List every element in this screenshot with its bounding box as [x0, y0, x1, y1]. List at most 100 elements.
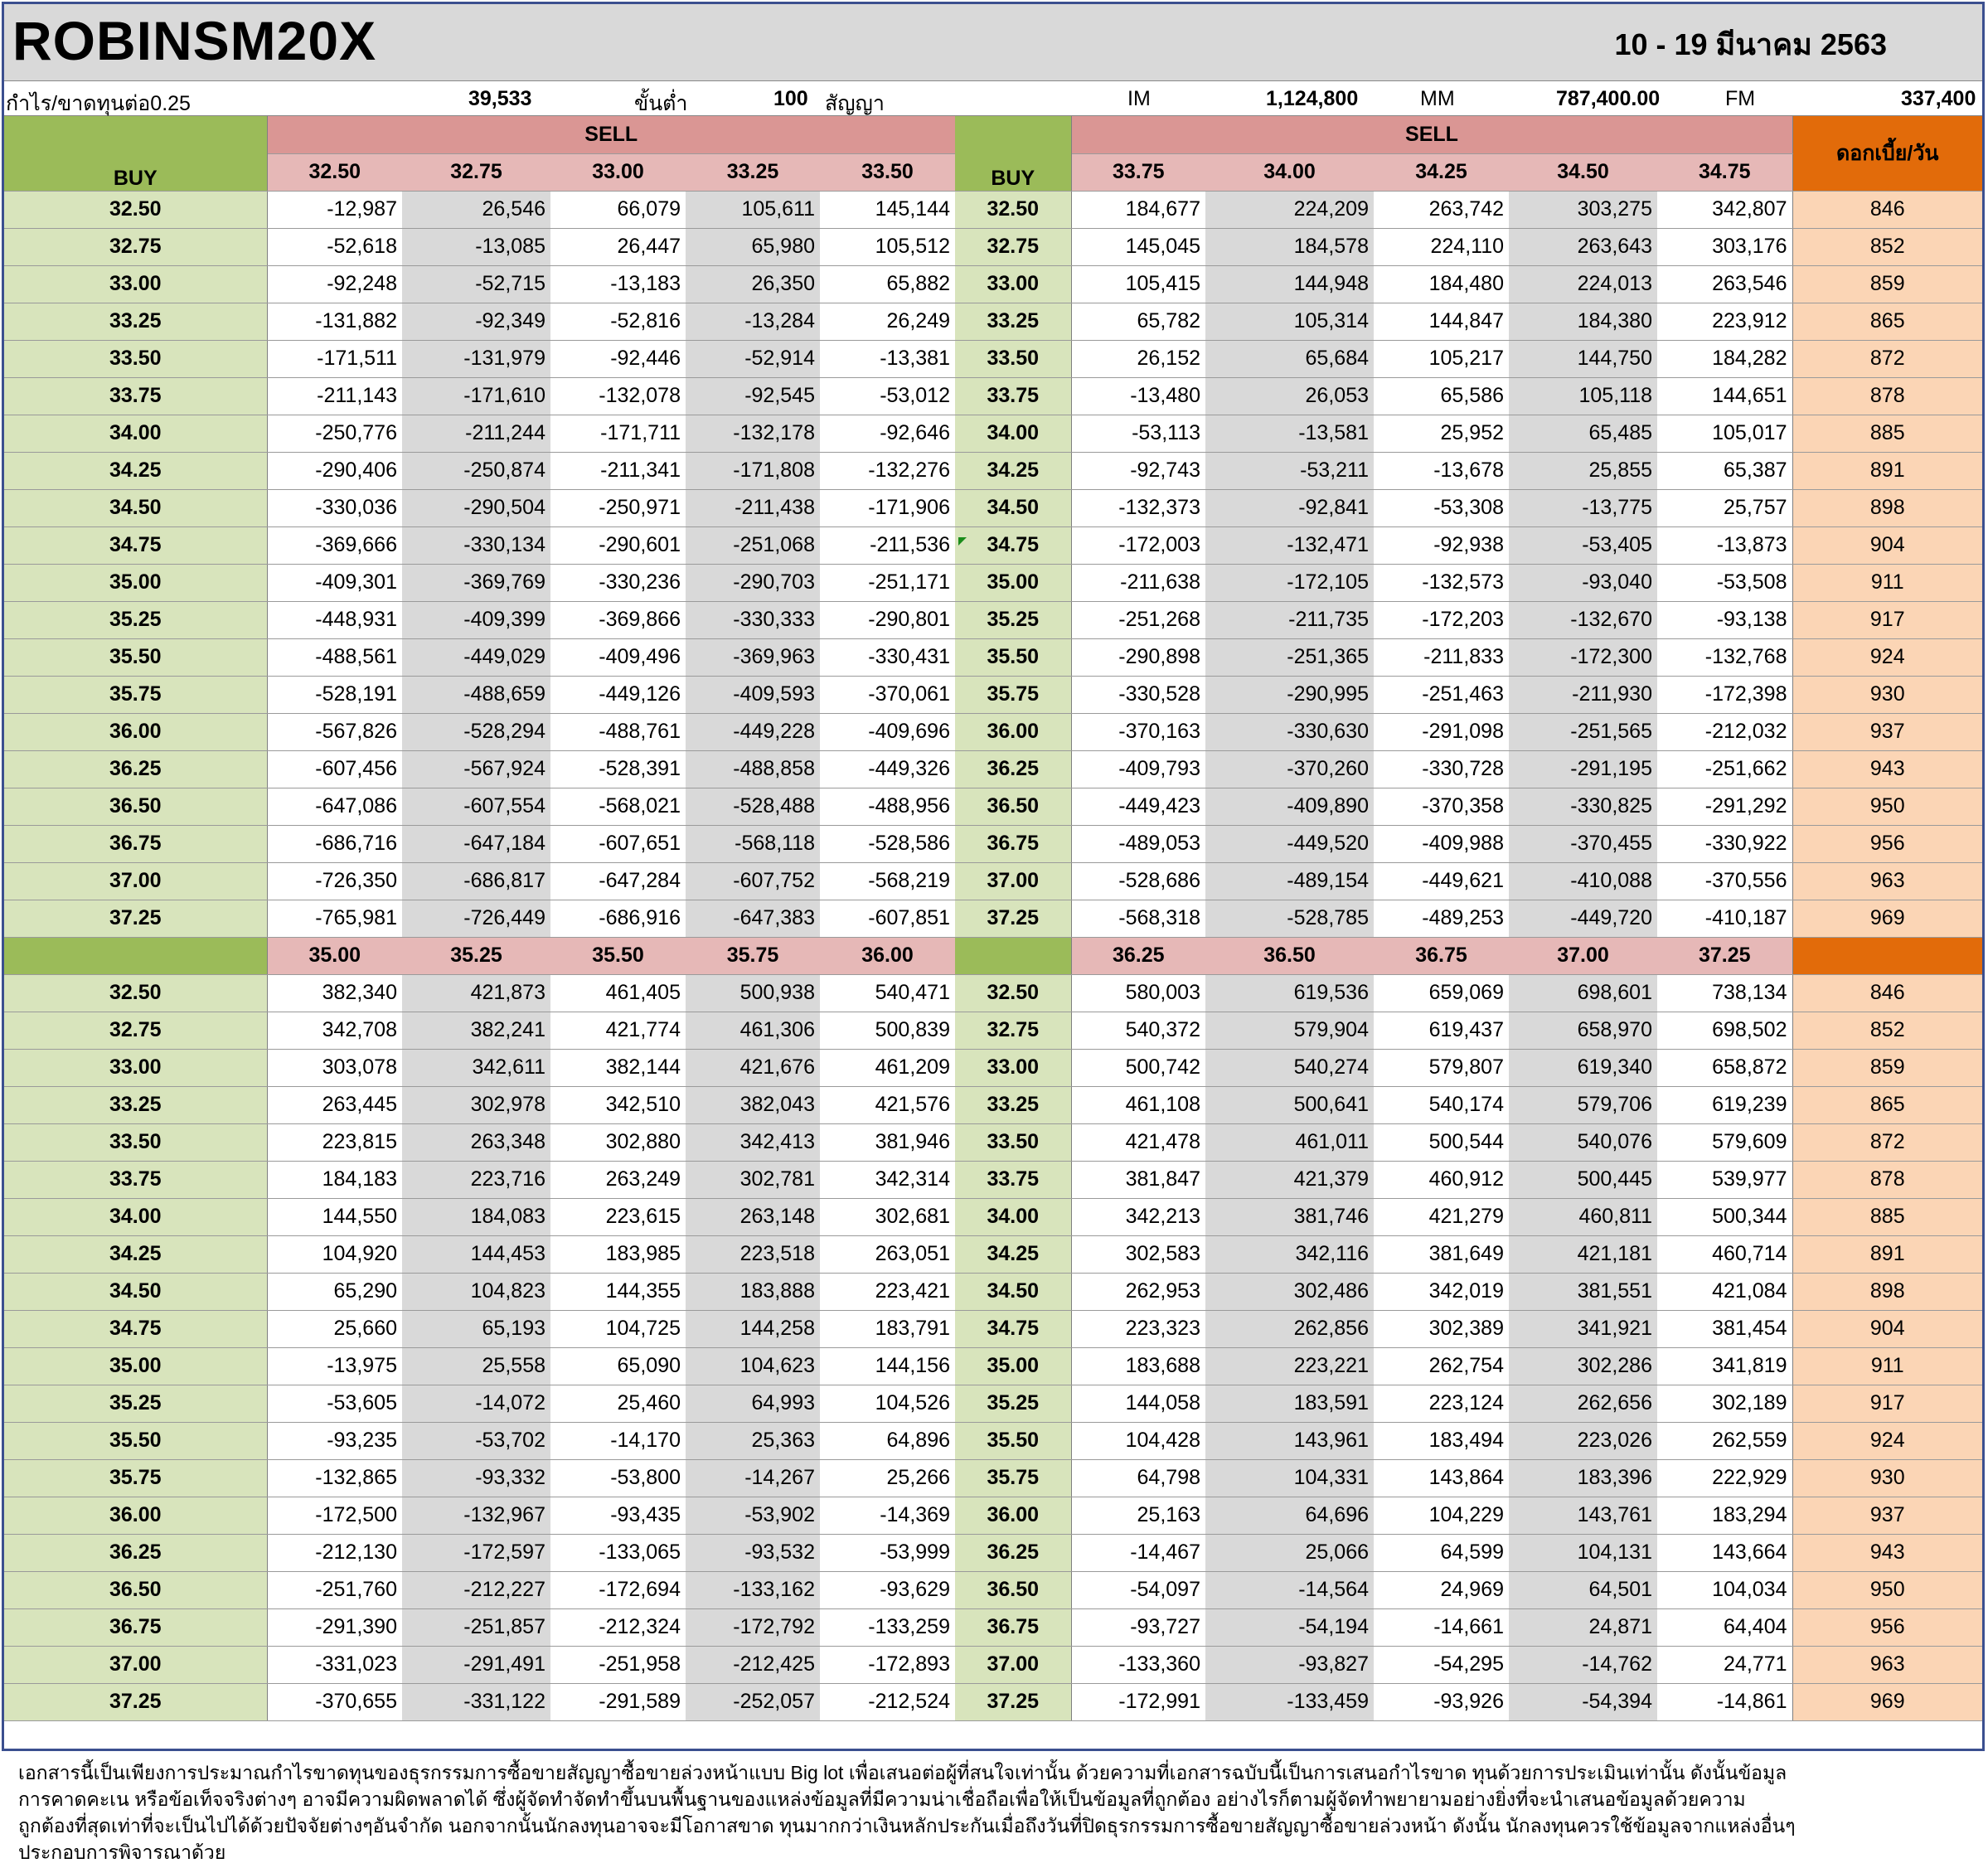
table-row: 32.75 -52,618 -13,085 26,447 65,980 105,512 32…: [4, 228, 1982, 266]
value-cell: -291,292: [1657, 788, 1792, 826]
value-cell: -172,300: [1509, 638, 1657, 677]
sell-price-header: 36.75: [1374, 937, 1509, 975]
value-cell: 224,110: [1374, 228, 1509, 266]
table-row: 33.25 -131,882 -92,349 -52,816 -13,284 26,249…: [4, 303, 1982, 341]
sell-price-header: 33.50: [820, 153, 955, 192]
value-cell: -14,369: [820, 1497, 955, 1535]
sell-price-header: 34.00: [1205, 153, 1374, 192]
value-cell: 104,034: [1657, 1571, 1792, 1609]
value-cell: -53,605: [267, 1385, 402, 1423]
buy-price-cell: 34.25: [955, 1235, 1072, 1274]
table-row: 32.75 342,708 382,241 421,774 461,306 500,839…: [4, 1012, 1982, 1050]
value-cell: -528,785: [1205, 900, 1374, 938]
value-cell: 619,239: [1657, 1086, 1792, 1124]
value-cell: -330,333: [686, 601, 820, 639]
buy-price-cell: 33.75: [4, 1161, 268, 1199]
fee-cell: 885: [1792, 415, 1982, 453]
buy-header: BUY: [955, 116, 1072, 192]
value-cell: 579,904: [1205, 1012, 1374, 1050]
buy-price-cell: 37.25: [4, 900, 268, 938]
value-cell: 421,676: [686, 1049, 820, 1087]
buy-price-cell: 35.50: [955, 1422, 1072, 1460]
value-cell: 381,946: [820, 1123, 955, 1162]
value-cell: 302,978: [402, 1086, 550, 1124]
fee-cell: 917: [1792, 1385, 1982, 1423]
value-cell: -212,524: [820, 1683, 955, 1721]
value-cell: -251,171: [820, 564, 955, 602]
buy-price-cell: 33.50: [955, 340, 1072, 378]
fee-cell: 885: [1792, 1198, 1982, 1236]
value-cell: 25,855: [1509, 452, 1657, 490]
fee-cell: 878: [1792, 1161, 1982, 1199]
value-cell: 64,798: [1071, 1459, 1205, 1497]
value-cell: 224,209: [1205, 191, 1374, 229]
value-cell: 104,229: [1374, 1497, 1509, 1535]
value-cell: 421,478: [1071, 1123, 1205, 1162]
value-cell: 540,372: [1071, 1012, 1205, 1050]
im-value: 1,124,800: [1266, 87, 1359, 110]
value-cell: 184,480: [1374, 265, 1509, 303]
value-cell: 144,651: [1657, 377, 1792, 415]
table-row: 32.50 -12,987 26,546 66,079 105,611 145,144 32…: [4, 191, 1982, 229]
value-cell: 184,578: [1205, 228, 1374, 266]
value-cell: -330,728: [1374, 750, 1509, 788]
buy-price-cell: 37.00: [4, 862, 268, 900]
value-cell: -330,236: [550, 564, 686, 602]
sell-price-header: 33.00: [550, 153, 686, 192]
value-cell: -291,491: [402, 1646, 550, 1684]
value-cell: 104,823: [402, 1273, 550, 1311]
value-cell: -53,012: [820, 377, 955, 415]
value-cell: -14,267: [686, 1459, 820, 1497]
sell-price-header: 36.00: [820, 937, 955, 975]
value-cell: 421,576: [820, 1086, 955, 1124]
value-cell: -211,638: [1071, 564, 1205, 602]
value-cell: -251,365: [1205, 638, 1374, 677]
profit-value: 39,533: [468, 87, 532, 110]
value-cell: 145,045: [1071, 228, 1205, 266]
value-cell: -251,662: [1657, 750, 1792, 788]
value-cell: -370,455: [1509, 825, 1657, 863]
value-cell: -369,769: [402, 564, 550, 602]
value-cell: 619,437: [1374, 1012, 1509, 1050]
buy-price-cell: 33.00: [955, 265, 1072, 303]
value-cell: 303,275: [1509, 191, 1657, 229]
value-cell: -607,851: [820, 900, 955, 938]
value-cell: -291,589: [550, 1683, 686, 1721]
value-cell: 25,163: [1071, 1497, 1205, 1535]
value-cell: 183,294: [1657, 1497, 1792, 1535]
value-cell: 263,348: [402, 1123, 550, 1162]
value-cell: 144,453: [402, 1235, 550, 1274]
value-cell: 303,078: [267, 1049, 402, 1087]
value-cell: 619,340: [1509, 1049, 1657, 1087]
value-cell: -250,776: [267, 415, 402, 453]
value-cell: -410,088: [1509, 862, 1657, 900]
fee-cell: 930: [1792, 1459, 1982, 1497]
fee-cell: 878: [1792, 377, 1982, 415]
value-cell: -132,078: [550, 377, 686, 415]
value-cell: -212,130: [267, 1534, 402, 1572]
value-cell: -92,743: [1071, 452, 1205, 490]
value-cell: -12,987: [267, 191, 402, 229]
value-cell: -211,833: [1374, 638, 1509, 677]
sell-price-header: 35.50: [550, 937, 686, 975]
buy-price-cell: 34.75: [4, 1310, 268, 1348]
value-cell: -290,406: [267, 452, 402, 490]
table-row: 37.00 -726,350 -686,817 -647,284 -607,752 -56…: [4, 862, 1982, 900]
value-cell: -567,924: [402, 750, 550, 788]
value-cell: -489,154: [1205, 862, 1374, 900]
value-cell: -290,703: [686, 564, 820, 602]
value-cell: -52,618: [267, 228, 402, 266]
value-cell: 144,355: [550, 1273, 686, 1311]
value-cell: 144,156: [820, 1347, 955, 1385]
value-cell: -291,195: [1509, 750, 1657, 788]
value-cell: 223,026: [1509, 1422, 1657, 1460]
value-cell: 105,217: [1374, 340, 1509, 378]
value-cell: -172,398: [1657, 676, 1792, 714]
value-cell: -13,284: [686, 303, 820, 341]
table-row: 35.00 -409,301 -369,769 -330,236 -290,703 -25…: [4, 564, 1982, 602]
value-cell: -528,391: [550, 750, 686, 788]
value-cell: 461,209: [820, 1049, 955, 1087]
buy-price-cell: 35.50: [955, 638, 1072, 677]
buy-price-cell: 33.00: [955, 1049, 1072, 1087]
value-cell: 223,815: [267, 1123, 402, 1162]
